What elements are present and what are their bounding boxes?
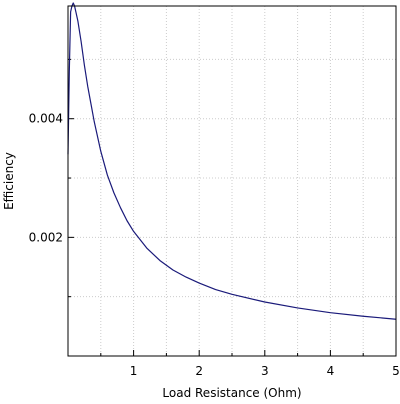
- x-axis-label: Load Resistance (Ohm): [162, 386, 301, 400]
- label-layer: 1 2 3 4 5 0.002 0.004: [29, 112, 400, 378]
- y-tick-label: 0.004: [29, 112, 63, 126]
- series-layer: [67, 2, 397, 320]
- plot-frame: [67, 5, 397, 357]
- y-axis-label: Efficiency: [2, 152, 16, 210]
- y-tick-label: 0.002: [29, 230, 63, 244]
- x-tick-label: 3: [261, 364, 269, 378]
- x-tick-label: 4: [327, 364, 335, 378]
- x-tick-label: 1: [130, 364, 138, 378]
- x-tick-label: 5: [392, 364, 400, 378]
- grid-layer: [68, 6, 396, 356]
- efficiency-series-line: [67, 2, 397, 320]
- x-tick-label: 2: [195, 364, 203, 378]
